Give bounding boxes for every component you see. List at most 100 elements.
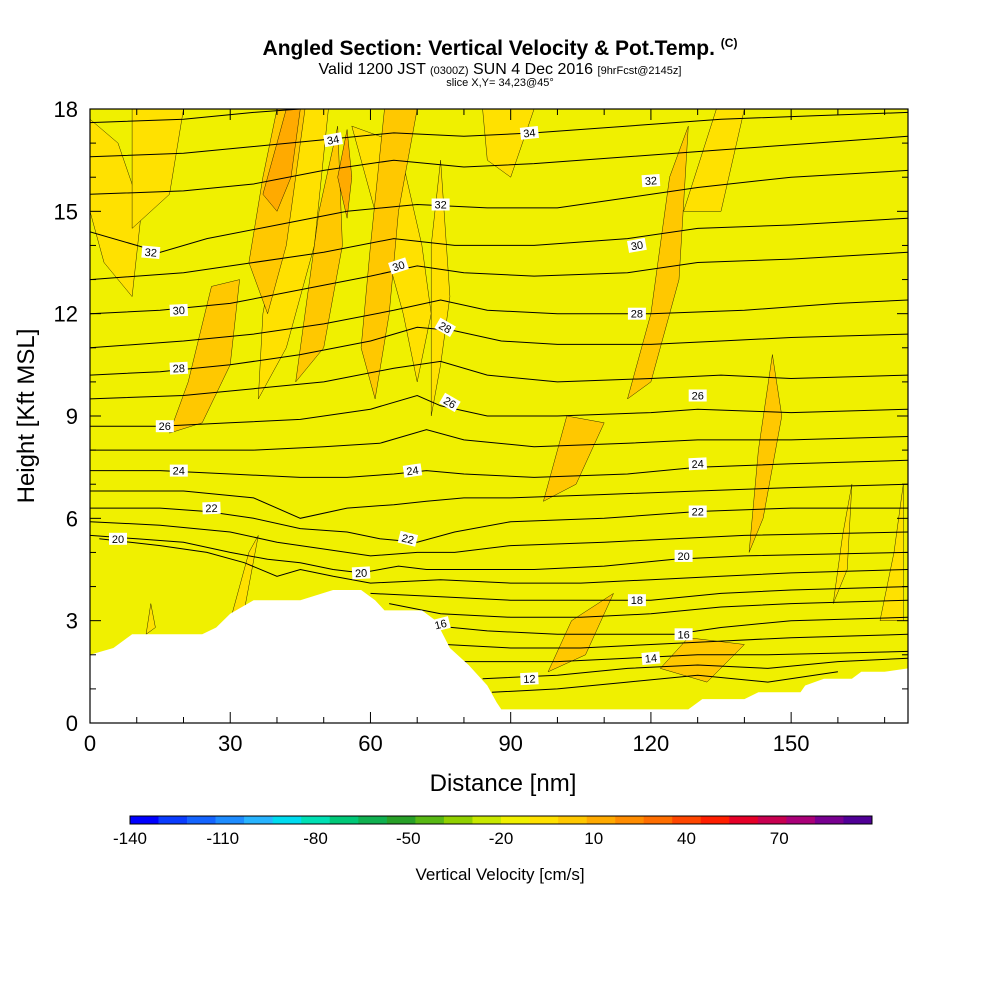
colorbar-tick-label: -50: [396, 829, 421, 848]
contour-label: 30: [172, 305, 185, 318]
x-tick-label: 0: [84, 731, 96, 756]
contour-label-group: 32: [431, 198, 450, 212]
contour-label-bg: [388, 257, 409, 275]
theta-contour-28: [90, 326, 908, 376]
theta-contour-15: [445, 633, 908, 649]
contour-label-group: 30: [169, 303, 189, 318]
contour-label-group: 16: [430, 616, 451, 633]
contour-label-group: 34: [323, 132, 344, 148]
axis-ticks: 0 30 60 90 120 150 0 3 6 9 12 15 18: [54, 97, 908, 756]
contour-label-bg: [688, 505, 707, 518]
velocity-region: [659, 637, 745, 683]
velocity-region: [337, 129, 353, 219]
colorbar-tick-label: -20: [489, 829, 514, 848]
velocity-region: [360, 109, 418, 399]
contour-label: 20: [112, 534, 124, 546]
velocity-region: [683, 109, 745, 212]
contour-label: 32: [434, 200, 446, 212]
contour-label-group: 28: [169, 361, 189, 376]
y-tick-label: 0: [66, 711, 78, 736]
contour-label-bg: [674, 549, 693, 562]
contour-label-group: 22: [397, 530, 419, 547]
chart-subtitle: Valid 1200 JST (0300Z) SUN 4 Dec 2016 [9…: [0, 61, 1000, 79]
contour-label-group: 14: [641, 651, 661, 666]
colorbar-title: Vertical Velocity [cm/s]: [415, 865, 584, 884]
colorbar-swatch: [301, 816, 331, 824]
contour-label-group: 26: [155, 420, 174, 433]
contour-label-bg: [397, 530, 419, 547]
plot-area: 12 14 16 16 18 20 20 20 22 22 22 24 24 24 26 26 26 28 28 28…: [90, 109, 908, 723]
contour-label: 16: [677, 629, 689, 641]
velocity-region: [131, 109, 184, 229]
contour-label-group: 20: [351, 566, 371, 581]
theta-contour-25: [90, 429, 908, 451]
velocity-region: [482, 109, 535, 178]
contour-label-group: 12: [520, 672, 539, 686]
contour-label-bg: [109, 532, 127, 545]
copyright-mark: (C): [720, 36, 738, 50]
colorbar-tick-label: 70: [770, 829, 789, 848]
contour-label-group: 24: [688, 457, 708, 471]
colorbar-swatch: [786, 816, 816, 824]
contour-label-bg: [430, 616, 451, 633]
valid-utc: (0300Z): [430, 65, 469, 77]
colorbar-swatch: [757, 816, 787, 824]
contour-label: 30: [630, 239, 644, 253]
contour-label: 16: [433, 618, 448, 633]
contour-label-group: 32: [641, 173, 661, 188]
contour-label: 32: [144, 247, 157, 260]
contour-label-group: 22: [202, 501, 221, 515]
theta-contour-16: [417, 616, 908, 635]
valid-date: SUN 4 Dec 2016: [473, 61, 594, 78]
contour-label-group: 20: [674, 549, 693, 563]
colorbar-tick-label: -140: [113, 829, 147, 848]
theta-contour-26: [90, 394, 908, 427]
contour-label: 20: [355, 568, 368, 581]
theta-contour-29: [90, 299, 908, 349]
contour-label-bg: [641, 651, 661, 665]
colorbar-tick-label: 10: [584, 829, 603, 848]
contour-label-bg: [351, 566, 371, 580]
colorbar-tick-label: -80: [303, 829, 328, 848]
colorbar-swatch: [187, 816, 216, 824]
contour-label-group: 26: [439, 392, 461, 413]
colorbar-swatch: [415, 816, 445, 824]
colorbar-swatch: [729, 816, 759, 824]
contour-label-group: 16: [674, 628, 693, 641]
velocity-region: [431, 160, 451, 417]
colorbar-tick-label: -110: [206, 829, 239, 848]
colorbar-swatch: [358, 816, 388, 824]
contour-label-group: 28: [627, 307, 646, 321]
theta-contour-17: [389, 599, 908, 618]
contour-label-group: 30: [626, 237, 647, 253]
colorbar-swatch: [672, 816, 702, 824]
contour-label-group: 30: [388, 257, 409, 275]
contour-label: 28: [172, 363, 185, 376]
y-tick-label: 12: [54, 302, 78, 327]
theta-contour-33: [90, 135, 908, 195]
colorbar-swatch: [158, 816, 188, 824]
colorbar-swatch: [643, 816, 673, 824]
y-tick-label: 18: [54, 97, 78, 122]
contour-label-bg: [439, 392, 461, 413]
contour-label-bg: [520, 672, 539, 686]
theta-contour-34: [90, 111, 908, 158]
colorbar-swatch: [529, 816, 559, 824]
contour-label: 26: [441, 395, 458, 412]
terrain: [90, 590, 908, 723]
contour-label-bg: [674, 628, 693, 641]
contour-label-bg: [641, 173, 661, 188]
contour-label-bg: [169, 464, 188, 477]
contour-label: 24: [406, 465, 420, 479]
velocity-region: [295, 126, 343, 383]
x-tick-label: 90: [498, 731, 522, 756]
colorbar-swatch: [329, 816, 359, 824]
contour-label: 34: [326, 134, 340, 148]
contour-label-bg: [402, 463, 423, 478]
contour-label-bg: [169, 361, 189, 375]
theta-contour-23: [90, 483, 908, 519]
theta-contour-27: [90, 360, 908, 400]
colorbar-swatch: [272, 816, 302, 824]
contour-label: 32: [644, 175, 657, 188]
